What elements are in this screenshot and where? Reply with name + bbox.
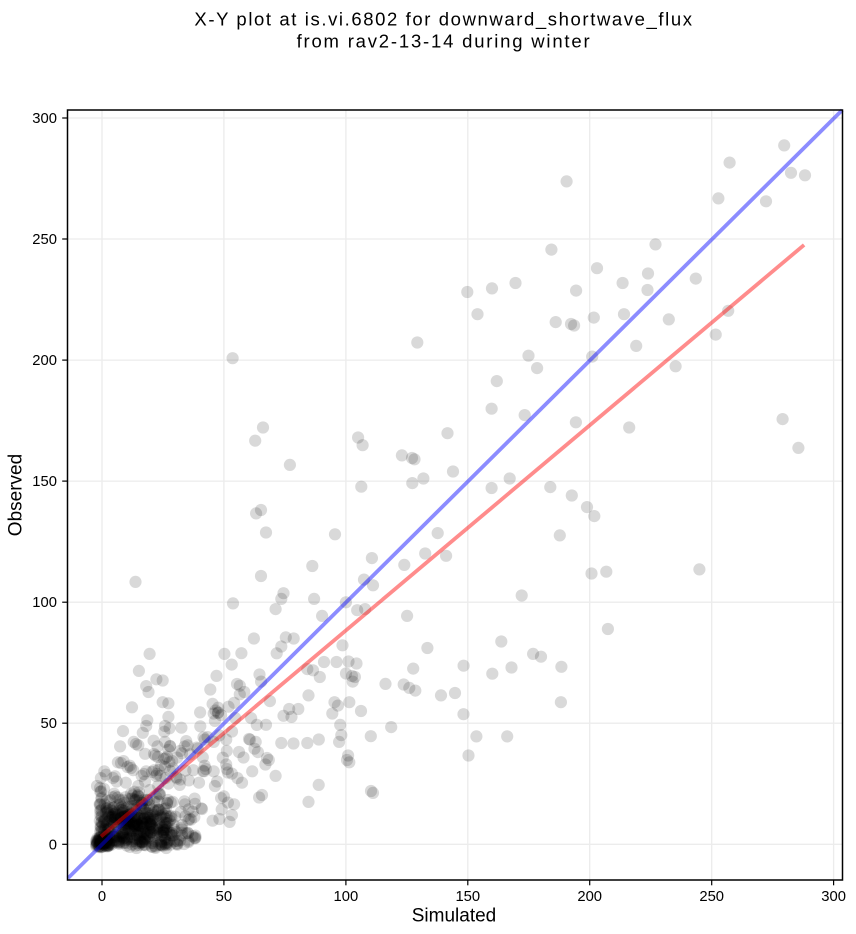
svg-text:200: 200 [32,353,57,369]
svg-text:50: 50 [216,889,232,905]
svg-text:50: 50 [41,716,57,732]
svg-text:100: 100 [334,889,359,905]
svg-text:X-Y plot at is.vi.6802 for dow: X-Y plot at is.vi.6802 for downward_shor… [194,9,693,31]
svg-text:300: 300 [32,111,57,127]
svg-text:150: 150 [32,474,57,490]
svg-text:250: 250 [699,889,724,905]
svg-text:from rav2-13-14 during winter: from rav2-13-14 during winter [297,31,592,52]
svg-text:200: 200 [577,889,602,905]
svg-text:100: 100 [32,595,57,611]
svg-text:Observed: Observed [6,454,27,536]
svg-text:Simulated: Simulated [412,906,497,927]
svg-text:0: 0 [98,889,106,905]
svg-text:250: 250 [32,232,57,248]
svg-text:300: 300 [821,889,846,905]
svg-text:0: 0 [49,837,57,853]
svg-text:150: 150 [455,889,480,905]
